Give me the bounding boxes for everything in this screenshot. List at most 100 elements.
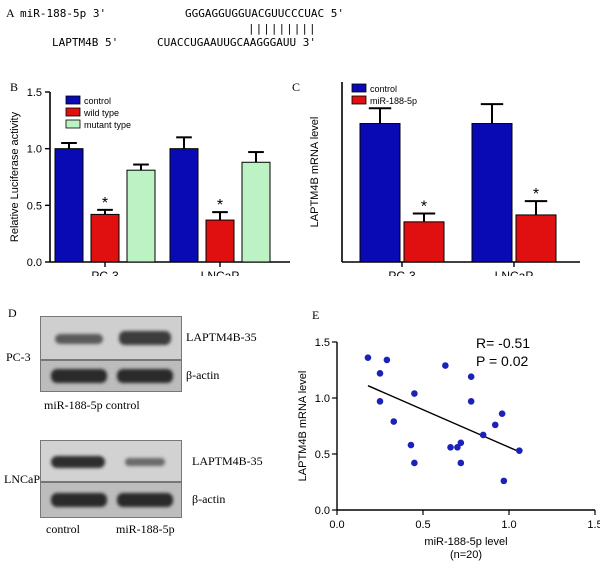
significance-marker: * (102, 195, 108, 212)
significance-marker: * (533, 186, 539, 203)
legend-swatch (351, 95, 367, 105)
mrna-bar-chart: LAPTM4B mRNA level * PC-3 * LNCaP control miR-… (309, 82, 580, 276)
bar (515, 214, 557, 263)
y-axis-label: Relative Luciferase activity (9, 111, 21, 242)
pc3-laptm4b-blot (40, 316, 182, 360)
band (125, 458, 165, 466)
x-tick-label: 1.0 (501, 519, 516, 531)
legend-label: control (84, 96, 111, 106)
x-tick-label: 0.0 (329, 519, 344, 531)
band (119, 331, 171, 345)
mir-sequence: GGGAGGUGGUACGUUCCCUAC 5' (185, 7, 344, 20)
luciferase-bar-chart: 0.0 0.5 1.0 1.5 Relative Luciferase activity… (9, 87, 290, 276)
bar (241, 161, 271, 263)
y-tick-label: 0.5 (27, 200, 42, 212)
band (117, 369, 173, 383)
data-point (411, 390, 418, 397)
panel-c-letter: C (292, 80, 301, 94)
mir-label: miR-188-5p 3' (20, 7, 107, 20)
data-point (364, 354, 372, 361)
band (117, 493, 173, 507)
target-label: LAPTM4B 5' (52, 36, 119, 49)
y-axis-label: LAPTM4B mRNA level (309, 117, 321, 228)
legend-label: miR-188-5p (370, 96, 417, 106)
y-tick-label: 1.5 (315, 337, 330, 349)
significance-marker: * (217, 197, 223, 214)
data-point (500, 477, 508, 485)
data-point (376, 398, 384, 405)
data-point (457, 459, 465, 467)
band (51, 456, 105, 468)
data-point (467, 398, 475, 405)
pc3-lane-labels: miR-188-5p control (44, 398, 140, 412)
band (51, 493, 107, 507)
legend-swatch (65, 107, 81, 117)
data-point (390, 418, 398, 425)
correlation-scatter-plot: 0.0 0.5 1.0 1.5 0.0 0.5 1.0 1.5 miR-188-5p level… (297, 335, 600, 561)
panel-a-letter: A (6, 6, 15, 20)
bar (205, 219, 235, 263)
data-point (467, 373, 475, 381)
y-tick-label: 1.0 (315, 393, 330, 405)
legend-swatch (351, 83, 367, 93)
lncap-laptm4b-blot (40, 440, 182, 482)
bar (90, 213, 120, 263)
data-point (407, 441, 415, 449)
pc3-laptm4b-label: LAPTM4B-35 (186, 330, 257, 344)
band (55, 334, 103, 344)
lncap-cell-label: LNCaP (4, 472, 40, 486)
bar (359, 123, 401, 263)
legend-label: mutant type (84, 120, 131, 130)
bar (471, 123, 513, 263)
panel-b-letter: B (10, 80, 19, 94)
p-value: P = 0.02 (476, 353, 529, 369)
pc3-cell-label: PC-3 (6, 350, 31, 364)
r-value: R= -0.51 (476, 335, 530, 351)
bar (403, 221, 445, 263)
panel-d-letter: D (8, 306, 17, 320)
bar (126, 169, 156, 263)
y-tick-label: 1.5 (27, 87, 42, 99)
y-tick-label: 0.0 (27, 257, 42, 269)
x-tick-label: PC-3 (388, 269, 416, 276)
bar (169, 148, 199, 263)
data-point (479, 431, 487, 439)
x-tick-label: PC-3 (91, 269, 119, 276)
y-axis-label: LAPTM4B mRNA level (297, 371, 309, 482)
y-tick-label: 1.0 (27, 144, 42, 156)
band (51, 369, 107, 383)
pc3-actin-blot (40, 360, 182, 392)
lncap-lane-control: control (46, 522, 80, 536)
pc3-actin-label: β-actin (186, 368, 220, 382)
data-point (383, 356, 391, 364)
data-point (498, 410, 506, 417)
bar (54, 148, 84, 263)
data-point (491, 421, 499, 429)
x-tick-label: LNCaP (495, 269, 534, 276)
x-tick-label: 1.5 (587, 519, 600, 531)
y-tick-label: 0.5 (315, 449, 330, 461)
x-tick-label: LNCaP (201, 269, 240, 276)
x-axis-label: miR-188-5p level (424, 536, 507, 548)
lncap-actin-label: β-actin (192, 492, 226, 506)
legend-label: control (370, 84, 397, 94)
data-point (411, 459, 418, 467)
target-sequence: CUACCUGAAUUGCAAGGGAUU 3' (157, 36, 316, 49)
data-point (516, 447, 523, 454)
y-tick-label: 0.0 (315, 505, 330, 517)
significance-marker: * (421, 199, 427, 216)
legend-swatch (65, 95, 81, 105)
lncap-actin-blot (40, 482, 182, 518)
data-point (457, 439, 465, 447)
base-pairing: ||||||||| (248, 22, 317, 35)
legend-label: wild type (83, 108, 119, 118)
x-axis-note: (n=20) (450, 549, 482, 561)
x-tick-label: 0.5 (415, 519, 430, 531)
data-point (447, 443, 454, 451)
data-point (376, 370, 384, 377)
regression-line (367, 385, 520, 453)
lncap-lane-mir: miR-188-5p (116, 522, 175, 536)
data-point (454, 443, 461, 451)
legend-swatch (65, 119, 81, 129)
data-point (442, 362, 449, 369)
